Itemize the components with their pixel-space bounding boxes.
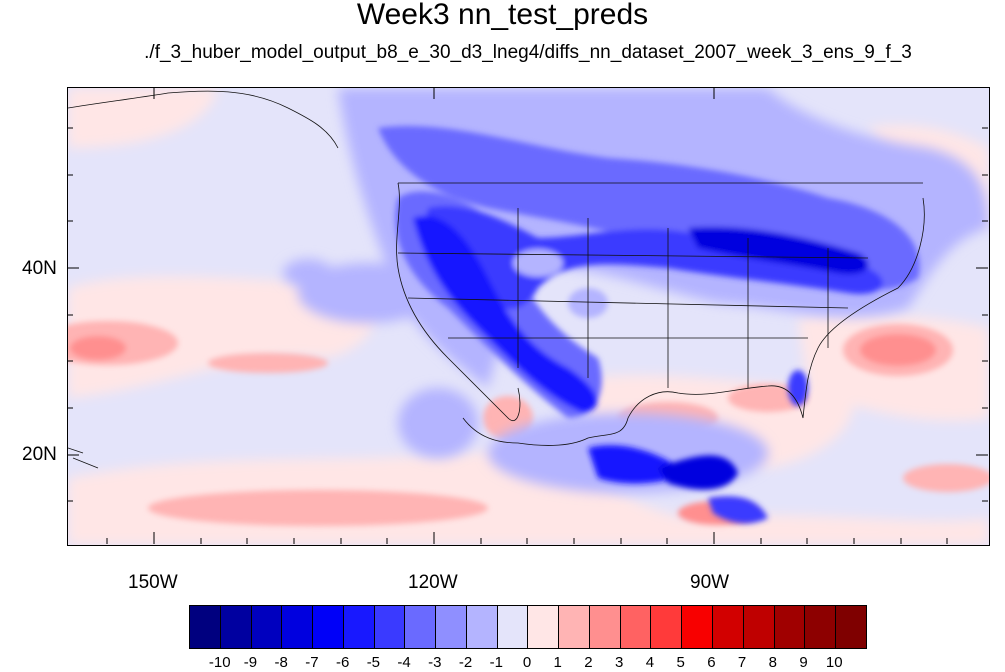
colorbar-box — [805, 606, 837, 648]
plot-subtitle: ./f_3_huber_model_output_b8_e_30_d3_lneg… — [144, 42, 912, 63]
colorbar — [189, 605, 867, 649]
lon-label-90w: 90W — [690, 572, 730, 593]
colorbar-tick-label: 1 — [553, 654, 562, 671]
colorbar-tick-label: 6 — [707, 654, 716, 671]
colorbar-box — [713, 606, 744, 648]
plot-title: Week3 nn_test_preds — [356, 0, 649, 31]
colorbar-box — [651, 606, 683, 648]
colorbar-tick-label: 5 — [676, 654, 685, 671]
colorbar-box — [436, 606, 467, 648]
colorbar-box — [774, 606, 806, 648]
colorbar-box — [620, 606, 652, 648]
coastlines — [68, 90, 925, 469]
colorbar-box — [559, 606, 590, 648]
colorbar-box — [682, 606, 714, 648]
colorbar-tick-label: 0 — [522, 654, 532, 671]
lat-label-40n: 40N — [22, 258, 57, 279]
colorbar-tick-label: 9 — [799, 654, 808, 671]
colorbar-box — [220, 606, 252, 648]
colorbar-tick-label: -6 — [335, 654, 350, 671]
colorbar-box — [251, 606, 283, 648]
colorbar-box — [836, 606, 866, 648]
colorbar-tick-label: 8 — [768, 654, 777, 671]
lon-label-120w: 120W — [408, 572, 458, 593]
colorbar-box — [343, 606, 375, 648]
colorbar-box — [589, 606, 621, 648]
colorbar-tick-label: -7 — [305, 654, 319, 671]
colorbar-tick-label: 3 — [615, 654, 624, 671]
colorbar-box — [497, 606, 529, 648]
colorbar-box — [282, 606, 314, 648]
colorbar-tick-label: -5 — [366, 654, 381, 671]
colorbar-tick-label: -4 — [397, 654, 411, 671]
colorbar-box — [405, 606, 437, 648]
lat-label-20n: 20N — [22, 444, 57, 465]
colorbar-box — [374, 606, 406, 648]
colorbar-tick-label: 2 — [584, 654, 593, 671]
colorbar-tick-label: -2 — [458, 654, 473, 671]
colorbar-box — [743, 606, 775, 648]
colorbar-box — [313, 606, 344, 648]
colorbar-tick-label: -1 — [489, 654, 503, 671]
colorbar-tick-label: 4 — [645, 654, 655, 671]
colorbar-tick-label: -9 — [243, 654, 258, 671]
colorbar-box — [190, 606, 221, 648]
colorbar-tick-label: 7 — [737, 654, 747, 671]
map-panel — [67, 87, 990, 546]
map-field — [68, 88, 989, 545]
colorbar-tick-label: -3 — [428, 654, 442, 671]
lon-label-150w: 150W — [128, 572, 178, 593]
colorbar-box — [466, 606, 498, 648]
colorbar-tick-label: -8 — [274, 654, 288, 671]
strong-negative-layer — [378, 125, 920, 524]
colorbar-tick-label: 10 — [825, 654, 843, 671]
colorbar-box — [528, 606, 560, 648]
colorbar-tick-label: -10 — [208, 654, 231, 671]
